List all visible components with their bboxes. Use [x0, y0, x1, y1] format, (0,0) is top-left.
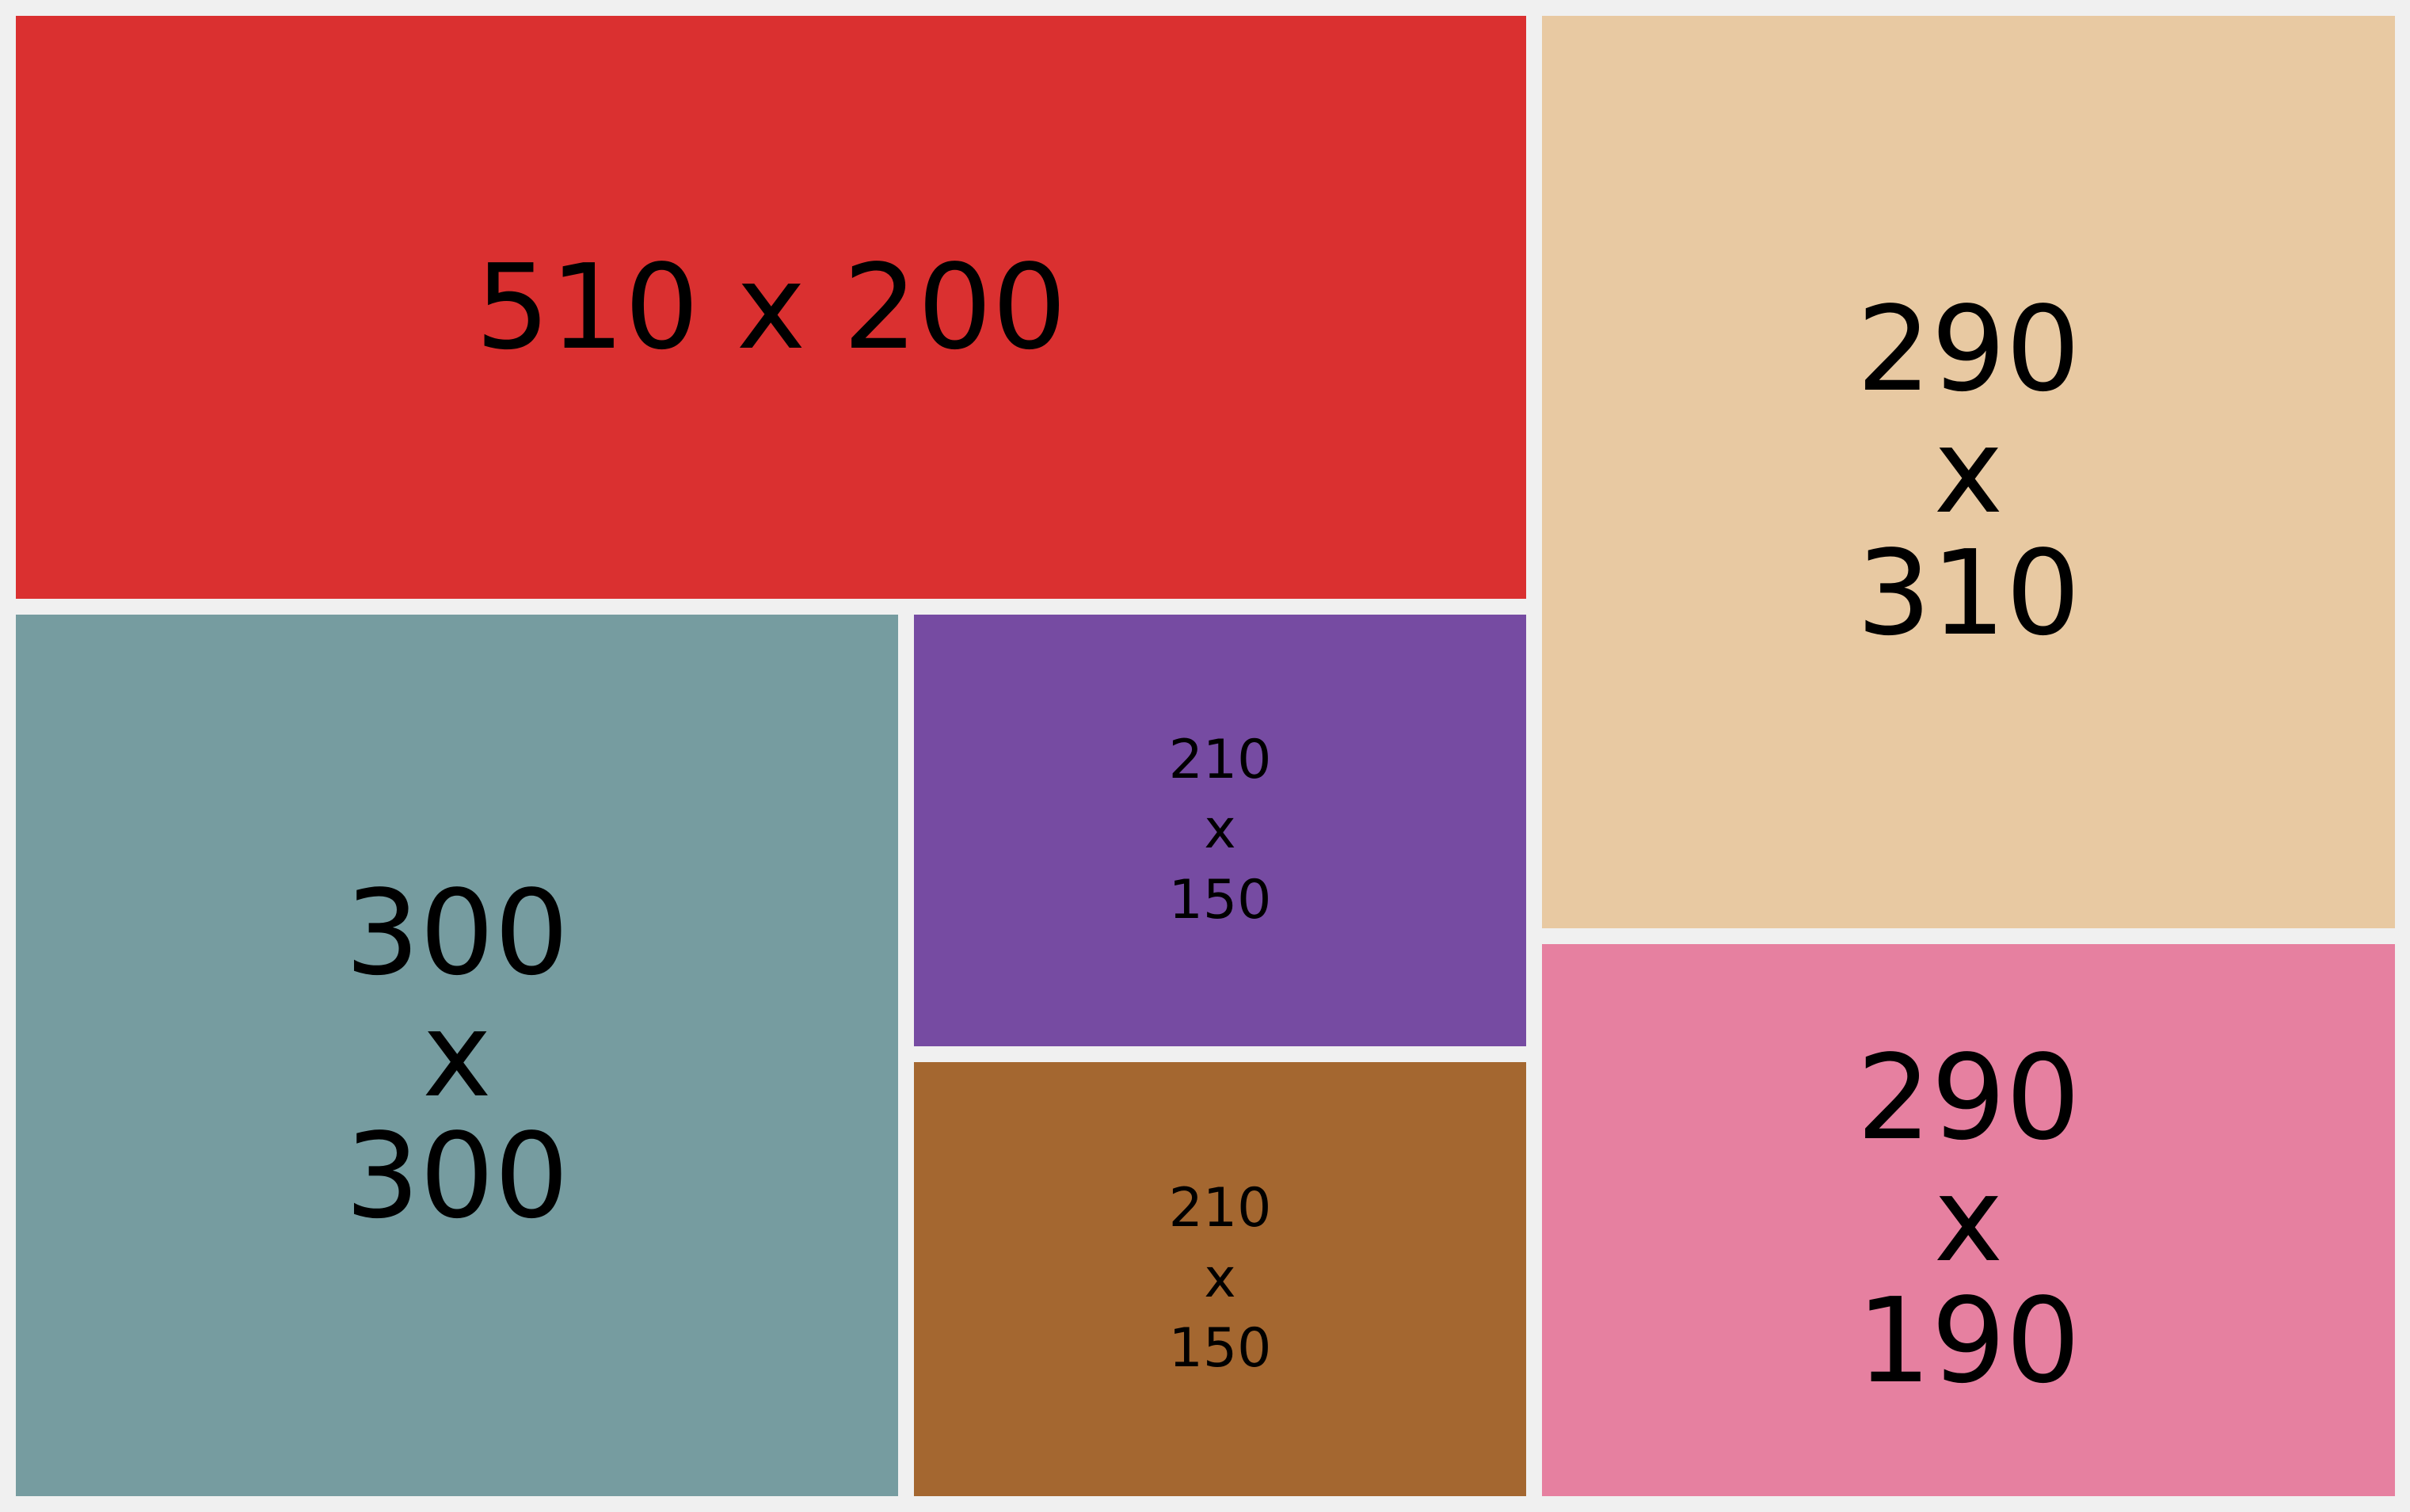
- tile-label: 300 x 300: [345, 864, 569, 1245]
- tile-label: 510 x 200: [475, 239, 1067, 375]
- tile-290x190: 290 x 190: [1542, 944, 2395, 1496]
- tile-label: 210 x 150: [1168, 728, 1272, 931]
- tile-300x300: 300 x 300: [16, 615, 898, 1496]
- tile-label: 210 x 150: [1168, 1177, 1272, 1381]
- tile-label: 290 x 310: [1856, 281, 2081, 661]
- tile-210x150-top: 210 x 150: [914, 615, 1526, 1046]
- tile-510x200: 510 x 200: [16, 16, 1526, 599]
- tile-290x310: 290 x 310: [1542, 16, 2395, 928]
- tile-210x150-bottom: 210 x 150: [914, 1062, 1526, 1496]
- tile-label: 290 x 190: [1856, 1029, 2081, 1410]
